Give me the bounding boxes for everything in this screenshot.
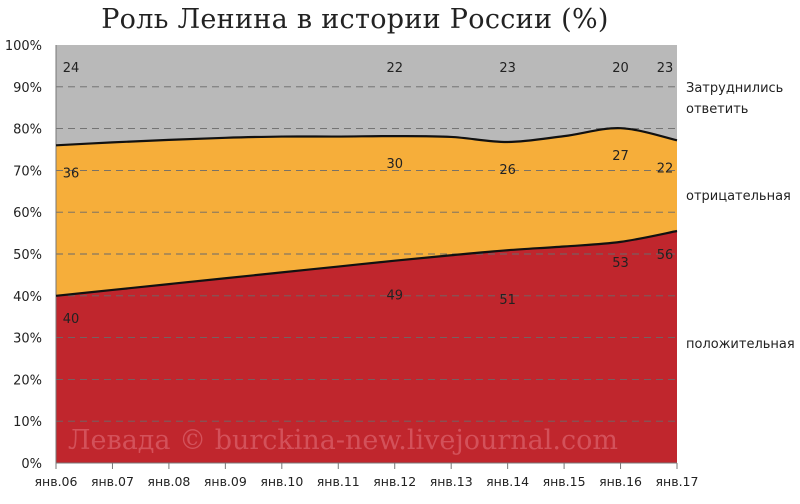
- y-tick-label: 30%: [13, 332, 42, 347]
- x-tick-label: янв.09: [204, 474, 247, 489]
- data-label-отрицательная: 26: [499, 163, 516, 178]
- data-label-затруднились-ответить: 24: [63, 61, 80, 76]
- y-tick-label: 90%: [13, 81, 42, 96]
- data-label-отрицательная: 30: [386, 157, 403, 172]
- data-label-затруднились-ответить: 20: [612, 61, 629, 76]
- x-tick-label: янв.16: [599, 474, 642, 489]
- legend-label-undecided-line1: Затруднились: [686, 81, 784, 96]
- area-layers: [56, 45, 677, 463]
- data-label-положительная: 56: [657, 248, 674, 263]
- data-label-затруднились-ответить: 23: [499, 61, 516, 76]
- x-tick-label: янв.11: [317, 474, 360, 489]
- y-tick-label: 70%: [13, 164, 42, 179]
- x-tick-label: янв.15: [543, 474, 586, 489]
- x-tick-label: янв.10: [260, 474, 303, 489]
- data-label-положительная: 49: [386, 289, 403, 304]
- area-положительная: [56, 231, 677, 463]
- legend-label-negative: отрицательная: [686, 186, 791, 207]
- x-tick-label: янв.07: [91, 474, 134, 489]
- legend-label-positive: положительная: [686, 334, 795, 355]
- x-tick-label: янв.17: [656, 474, 699, 489]
- x-tick-label: янв.13: [430, 474, 473, 489]
- y-tick-label: 0%: [21, 457, 42, 472]
- data-label-положительная: 51: [499, 293, 516, 308]
- legend-label-undecided-line2: ответить: [686, 102, 749, 117]
- data-label-затруднились-ответить: 22: [386, 61, 403, 76]
- y-tick-label: 100%: [5, 39, 42, 54]
- chart-title: Роль Ленина в истории России (%): [101, 4, 609, 35]
- data-label-затруднились-ответить: 23: [657, 61, 674, 76]
- legend-label-positive-line1: положительная: [686, 337, 795, 352]
- data-label-положительная: 40: [63, 312, 80, 327]
- legend-label-undecided: Затруднились ответить: [686, 78, 783, 120]
- y-tick-label: 40%: [13, 290, 42, 305]
- x-tick-label: янв.14: [486, 474, 529, 489]
- y-axis-ticks: 0% 10% 20% 30% 40% 50% 60% 70% 80% 90% 100%: [5, 39, 42, 472]
- y-tick-label: 80%: [13, 123, 42, 138]
- y-tick-label: 10%: [13, 415, 42, 430]
- x-tick-label: янв.12: [373, 474, 416, 489]
- x-tick-label: янв.08: [147, 474, 190, 489]
- data-label-отрицательная: 22: [657, 161, 674, 176]
- y-tick-label: 60%: [13, 206, 42, 221]
- boundary-line-1: [55, 229, 678, 297]
- boundary-line-2: [55, 127, 678, 147]
- y-tick-label: 20%: [13, 373, 42, 388]
- x-axis-ticks: янв.06 янв.07 янв.08 янв.09 янв.10 янв.11 янв.…: [35, 463, 699, 489]
- watermark: Левада © burckina-new.livejournal.com: [68, 425, 618, 456]
- data-label-отрицательная: 36: [63, 166, 80, 181]
- data-labels: 40 49 51 53 56 36 30 26 27 22 24 22 23 20 23: [63, 61, 674, 327]
- gridlines: [55, 45, 677, 464]
- data-label-положительная: 53: [612, 256, 629, 271]
- x-tick-label: янв.06: [35, 474, 78, 489]
- y-tick-label: 50%: [13, 248, 42, 263]
- legend-label-negative-line1: отрицательная: [686, 189, 791, 204]
- data-label-отрицательная: 27: [612, 149, 629, 164]
- boundary-lines: [55, 127, 678, 297]
